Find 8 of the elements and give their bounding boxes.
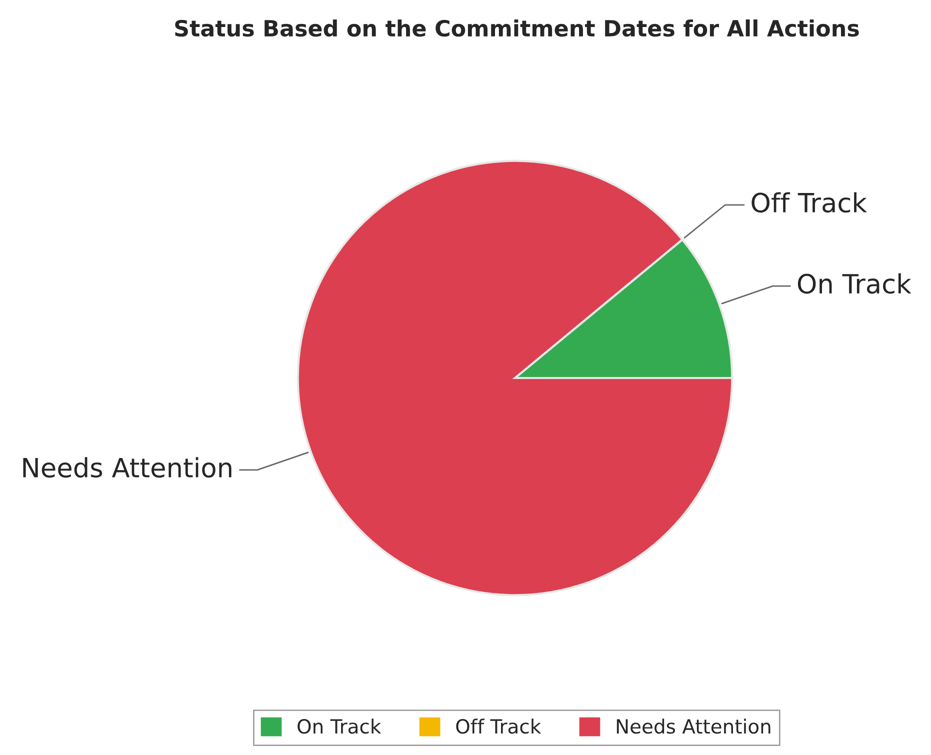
slice-label: On Track: [798, 273, 912, 294]
legend-label: On Track: [298, 718, 382, 734]
pie-slice: [296, 160, 734, 596]
slice-label: Needs Attention: [23, 457, 232, 478]
chart-title: Status Based on the Commitment Dates for All Actions: [175, 19, 859, 37]
legend-label: Off Track: [456, 718, 542, 734]
legend-label: Needs Attention: [616, 718, 770, 734]
category-label: Off Track: [752, 192, 867, 213]
